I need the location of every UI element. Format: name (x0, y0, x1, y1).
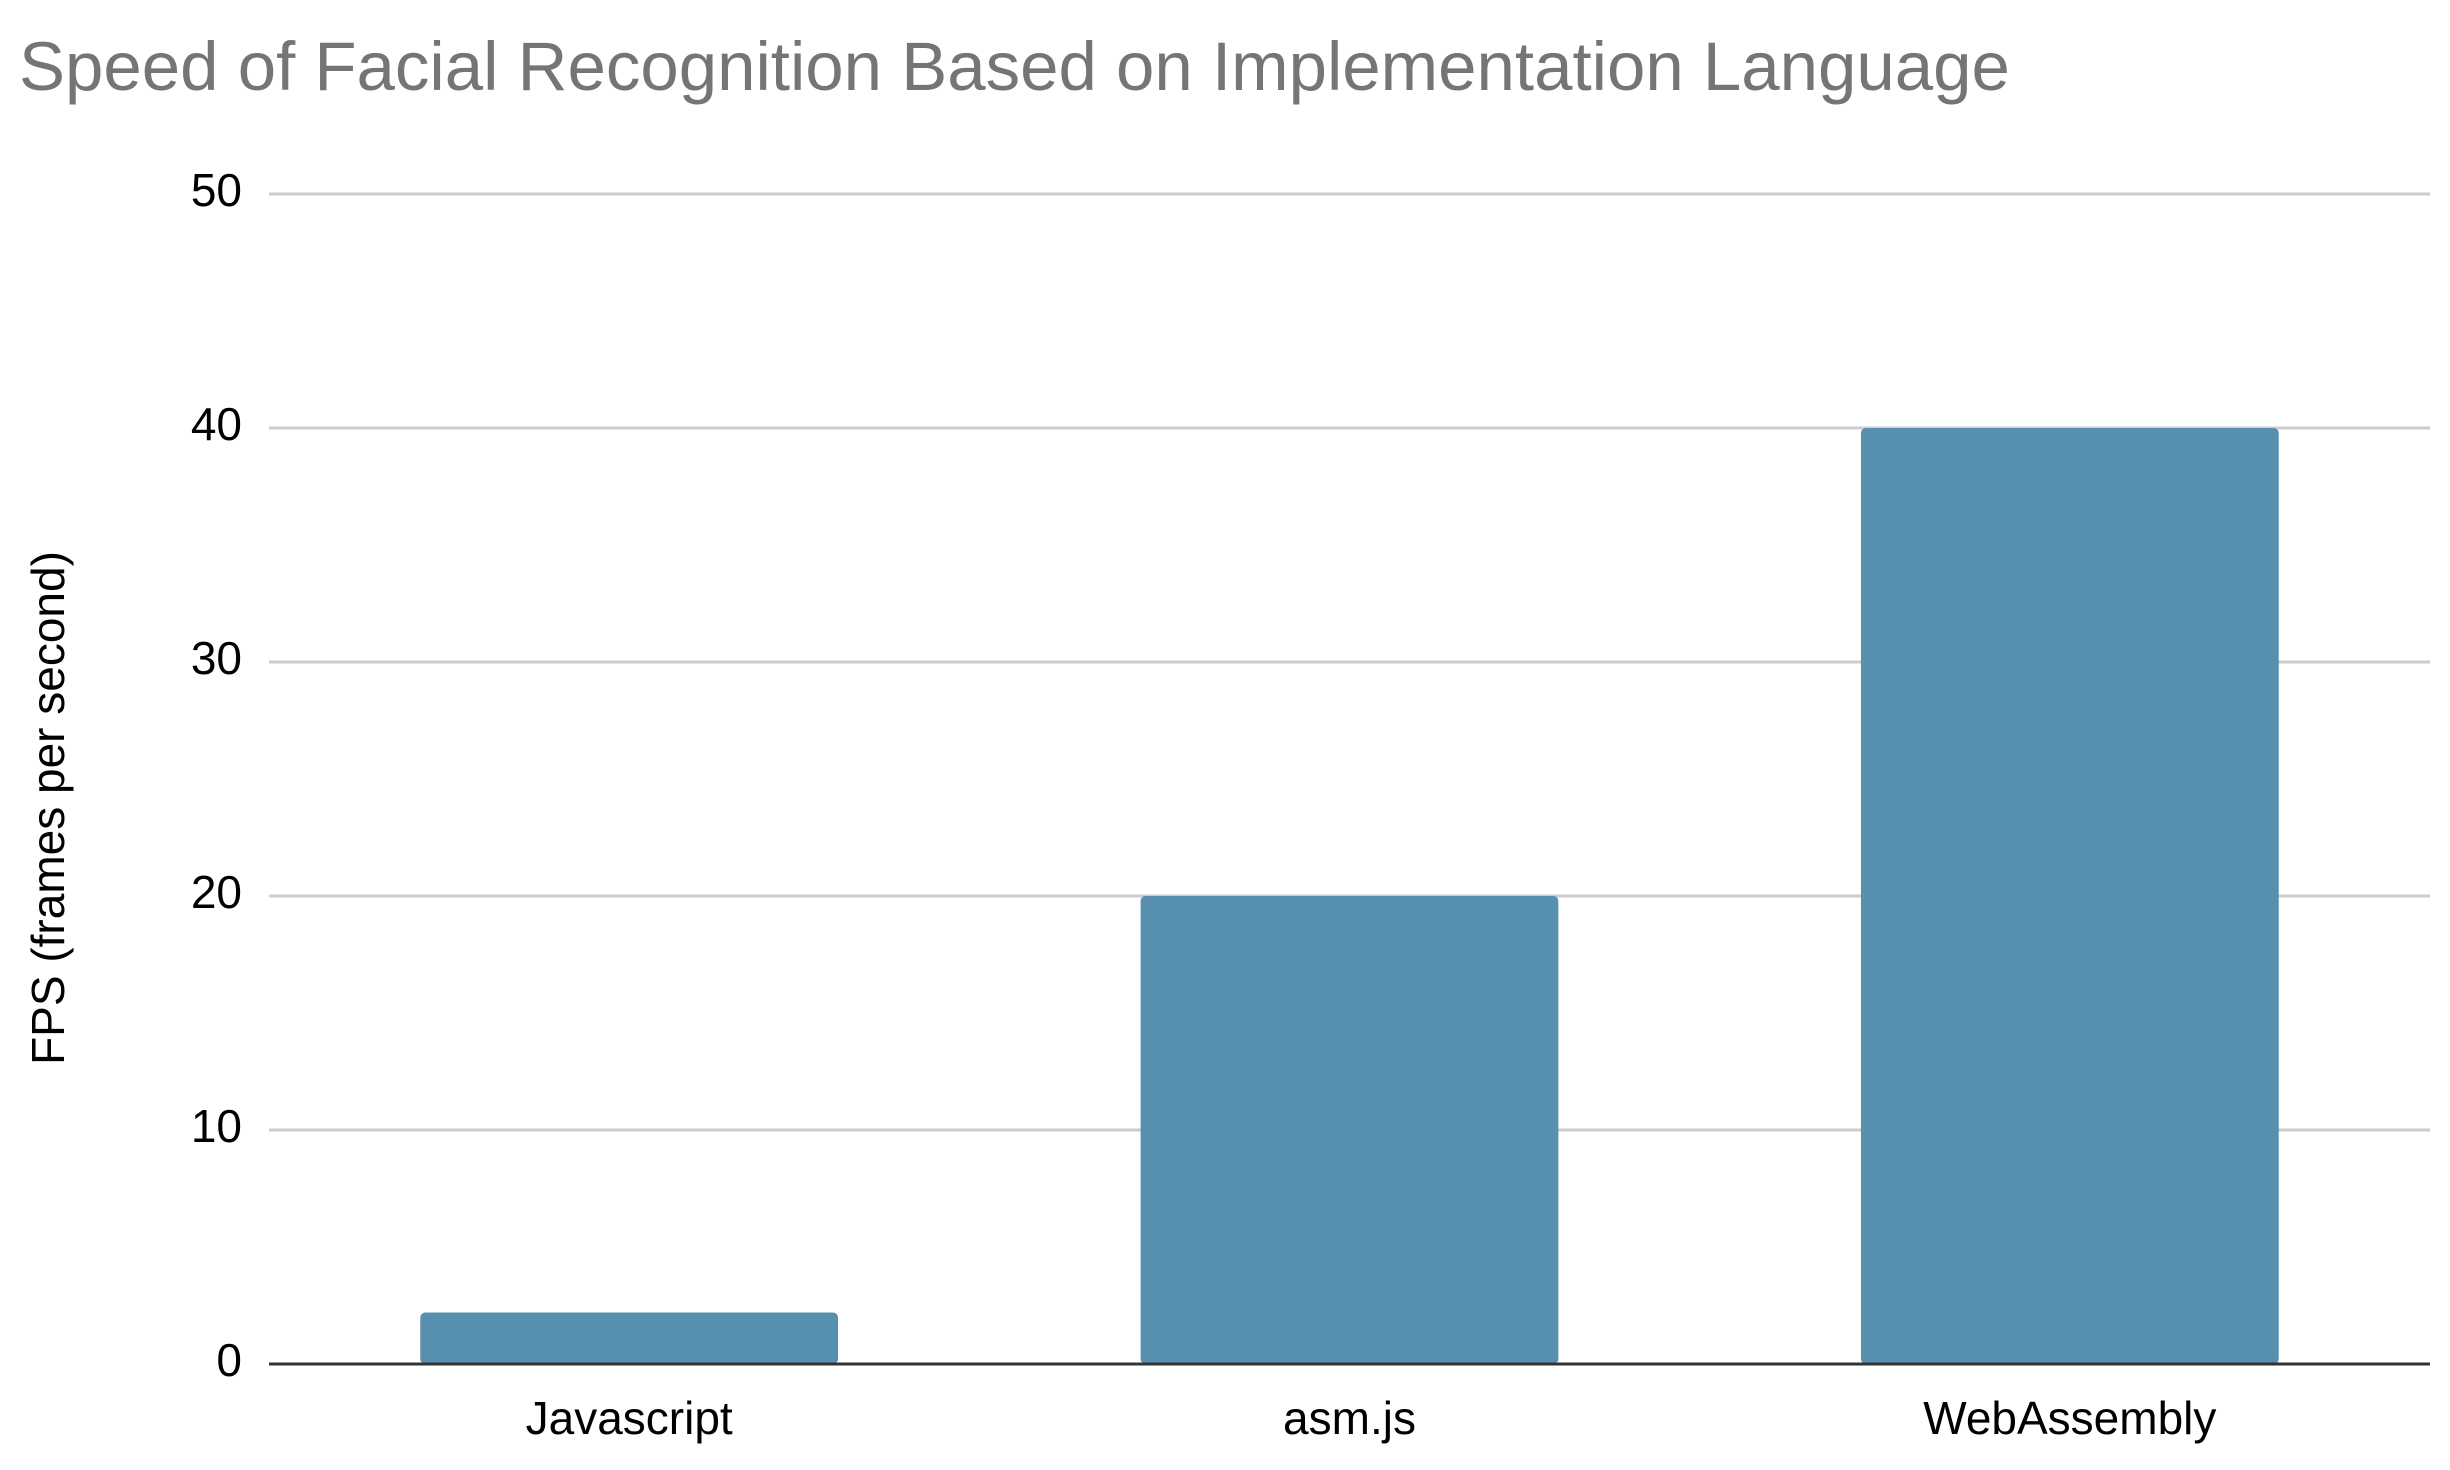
x-tick-label: WebAssembly (1923, 1392, 2216, 1444)
x-tick-label: Javascript (526, 1392, 733, 1444)
y-tick-label: 0 (216, 1334, 242, 1386)
x-tick-label: asm.js (1283, 1392, 1416, 1444)
y-tick-label: 20 (191, 866, 242, 918)
y-tick-label: 30 (191, 632, 242, 684)
bar (420, 1312, 839, 1364)
chart-title: Speed of Facial Recognition Based on Imp… (19, 28, 2010, 105)
y-tick-label: 10 (191, 1100, 242, 1152)
y-axis-label: FPS (frames per second) (22, 551, 74, 1065)
bar (1860, 428, 2279, 1364)
y-tick-label: 40 (191, 398, 242, 450)
y-tick-label: 50 (191, 164, 242, 216)
bar (1140, 896, 1559, 1364)
